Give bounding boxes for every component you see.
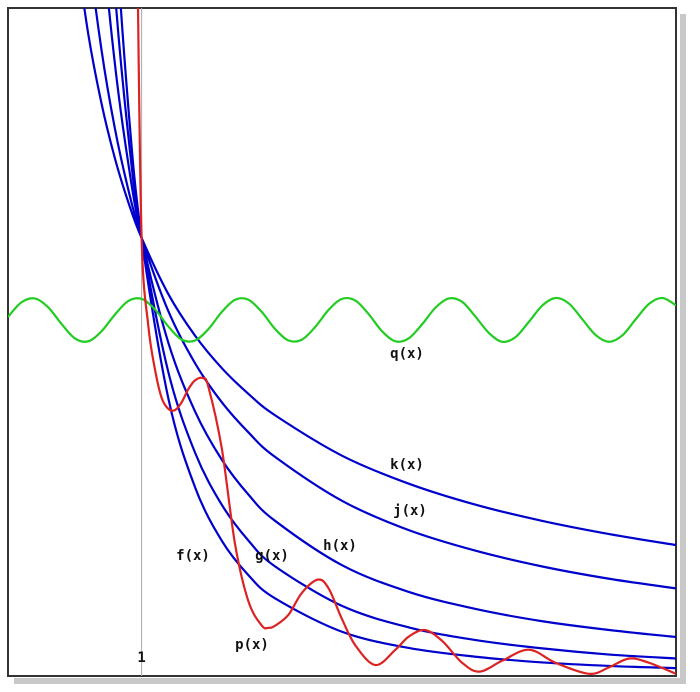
window-shadow [680, 14, 686, 684]
series-label: f(x) [176, 548, 210, 564]
window-shadow [14, 678, 686, 684]
series-line [83, 8, 676, 547]
series-label: p(x) [235, 637, 269, 653]
series-label: k(x) [390, 457, 424, 473]
labels: k(x) j(x) h(x) g(x) f(x) q(x) p(x) [176, 346, 427, 653]
series-line [107, 8, 676, 639]
plot-frame [7, 7, 677, 677]
series-label: j(x) [393, 503, 427, 519]
series-line [119, 8, 676, 670]
series-line [115, 8, 676, 660]
series-label: g(x) [255, 548, 289, 564]
series-label: h(x) [323, 538, 357, 554]
series-label: q(x) [390, 346, 424, 362]
series-line [8, 296, 676, 343]
x-tick-label: 1 [137, 650, 145, 666]
lines [8, 8, 676, 675]
series-line [94, 8, 676, 590]
series-line [136, 8, 676, 675]
